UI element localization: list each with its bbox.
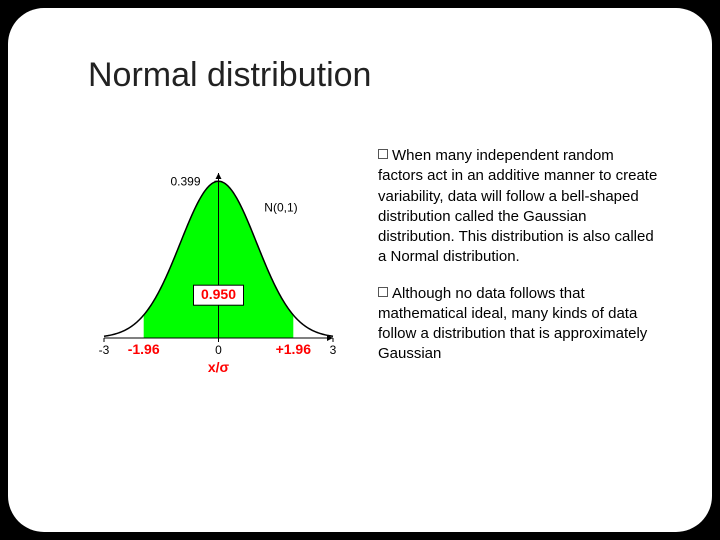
normal-distribution-chart: -3 0 3 -1.96 +1.96 x/σ 0.399 N(0,1) 0.950 bbox=[76, 163, 351, 378]
bullet-item: When many independent random factors act… bbox=[378, 146, 658, 268]
svg-text:-1.96: -1.96 bbox=[128, 341, 160, 357]
svg-text:3: 3 bbox=[330, 343, 337, 357]
svg-text:0.399: 0.399 bbox=[171, 174, 201, 188]
svg-text:x/σ: x/σ bbox=[208, 359, 230, 375]
bullet-square-icon bbox=[378, 287, 388, 297]
slide-title: Normal distribution bbox=[88, 56, 371, 95]
svg-text:-3: -3 bbox=[99, 343, 110, 357]
bullet-square-icon bbox=[378, 149, 388, 159]
bullet-text: Although no data follows that mathematic… bbox=[378, 285, 647, 363]
text-column: When many independent random factors act… bbox=[378, 146, 658, 381]
svg-text:0: 0 bbox=[215, 343, 222, 357]
bullet-text: When many independent random factors act… bbox=[378, 147, 657, 265]
svg-text:0.950: 0.950 bbox=[201, 286, 236, 302]
svg-text:N(0,1): N(0,1) bbox=[264, 200, 297, 214]
svg-text:+1.96: +1.96 bbox=[276, 341, 312, 357]
bullet-item: Although no data follows that mathematic… bbox=[378, 284, 658, 365]
